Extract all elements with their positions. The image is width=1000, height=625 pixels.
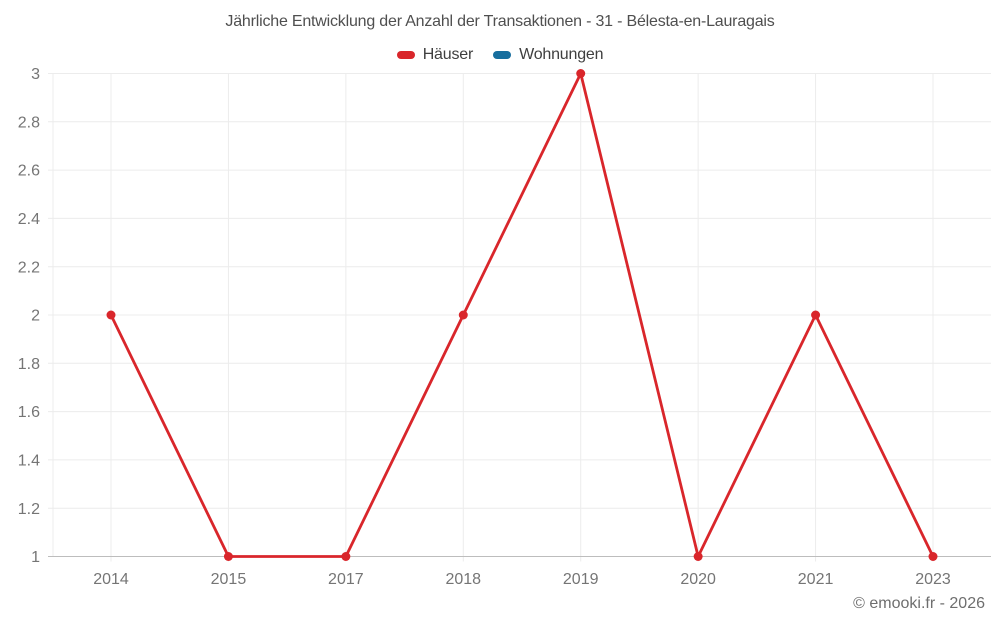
legend-swatch-haeuser-icon	[396, 51, 415, 59]
x-axis-tick-label: 2018	[445, 571, 481, 588]
series-line-0	[109, 72, 935, 558]
legend-label-haeuser: Häuser	[422, 46, 474, 63]
x-axis-tick-label: 2014	[93, 571, 129, 588]
data-point[interactable]	[223, 552, 233, 561]
y-axis-tick-label: 1.2	[18, 501, 40, 518]
y-axis-tick-label: 2.6	[18, 163, 40, 180]
x-axis-tick-label: 2021	[798, 571, 834, 588]
y-axis-tick-label: 2.4	[18, 211, 40, 228]
y-axis-tick-label: 1.8	[18, 356, 40, 373]
x-axis-tick-label: 2017	[328, 571, 364, 588]
y-axis-tick-label: 1.4	[18, 453, 40, 470]
legend-item-wohnungen[interactable]: Wohnungen	[493, 46, 603, 64]
y-axis-tick-label: 1.6	[18, 404, 40, 421]
y-axis-tick-label: 3	[31, 66, 40, 83]
legend-swatch-wohnungen-icon	[493, 51, 512, 59]
x-axis-tick-label: 2015	[211, 571, 247, 588]
y-axis-tick-label: 1	[31, 549, 40, 566]
data-point[interactable]	[106, 310, 116, 320]
data-point[interactable]	[576, 69, 586, 78]
legend: Häuser Wohnungen	[0, 46, 1000, 64]
y-axis-tick-label: 2	[31, 308, 40, 325]
data-point[interactable]	[928, 552, 938, 561]
legend-item-haeuser[interactable]: Häuser	[396, 46, 474, 64]
x-axis-tick-label: 2020	[680, 571, 716, 588]
x-axis-tick-label: 2023	[915, 571, 951, 588]
footer-credit: © emooki.fr - 2026	[853, 595, 985, 612]
data-point[interactable]	[811, 310, 821, 320]
y-axis-tick-label: 2.2	[18, 259, 40, 276]
data-point[interactable]	[693, 552, 703, 561]
y-axis-tick-label: 2.8	[18, 114, 40, 131]
chart-title: Jährliche Entwicklung der Anzahl der Tra…	[225, 13, 775, 30]
x-axis-tick-label: 2019	[563, 571, 599, 588]
data-point[interactable]	[458, 310, 468, 320]
legend-label-wohnungen: Wohnungen	[519, 46, 604, 63]
data-point[interactable]	[341, 552, 351, 561]
